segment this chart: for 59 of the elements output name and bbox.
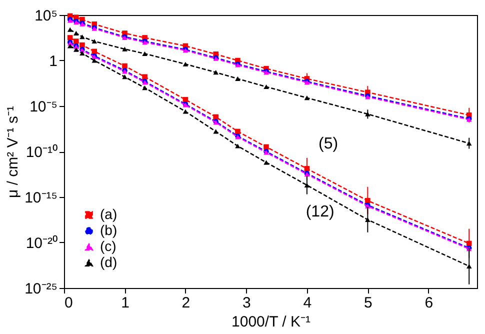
point: [365, 112, 370, 116]
annotation: (12): [306, 204, 334, 221]
legend-label: (b): [100, 222, 118, 238]
y-tick-label: 10⁻²⁵: [24, 280, 58, 298]
point: [142, 74, 148, 80]
point: [142, 51, 148, 56]
point: [304, 166, 310, 172]
x-tick-label: 2: [182, 294, 190, 312]
point: [466, 264, 472, 268]
y-tick-label: 1: [49, 53, 58, 70]
point: [466, 141, 472, 146]
legend-label: (c): [100, 238, 116, 254]
point: [92, 58, 98, 63]
y-tick-label: 10⁻⁵: [30, 98, 58, 116]
point: [304, 182, 310, 188]
point: [67, 27, 73, 32]
x-tick-label: 4: [303, 294, 312, 312]
point: [142, 86, 148, 90]
point: [264, 160, 269, 165]
point: [365, 217, 370, 222]
point: [213, 114, 218, 120]
point: [304, 96, 310, 100]
point: [264, 84, 269, 90]
point: [92, 48, 98, 54]
point: [74, 47, 79, 52]
point: [213, 70, 218, 75]
point: [67, 44, 73, 48]
legend-label: (a): [100, 206, 118, 222]
point: [235, 144, 240, 148]
legend-label: (d): [100, 254, 118, 270]
point: [67, 35, 73, 40]
y-tick-label: 10⁻¹⁵: [24, 190, 58, 206]
point: [80, 34, 85, 40]
y-axis-title: μ / cm² V⁻¹ s⁻¹: [4, 106, 22, 198]
x-tick-label: 0: [64, 294, 73, 312]
x-tick-label: 1: [121, 294, 130, 312]
point: [122, 63, 128, 69]
y-tick-label: 10⁻¹⁰: [26, 144, 58, 161]
x-tick-label: 5: [364, 294, 372, 312]
point: [122, 74, 128, 80]
x-axis-title: 1000/T / K⁻¹: [232, 314, 310, 330]
point: [122, 46, 128, 52]
point: [466, 240, 472, 246]
y-tick-label: 10⁻²⁰: [26, 235, 58, 252]
point: [235, 128, 240, 134]
y-tick-label: 10⁵: [34, 8, 58, 24]
point: [264, 144, 269, 150]
point: [182, 109, 188, 114]
point: [80, 42, 85, 48]
point: [80, 50, 85, 56]
x-tick-label: 3: [242, 294, 251, 312]
x-tick-label: 6: [424, 294, 434, 312]
point: [213, 129, 218, 134]
point: [74, 38, 79, 44]
point: [235, 76, 240, 81]
annotation: (5): [318, 135, 338, 152]
point: [74, 30, 79, 36]
point: [92, 38, 98, 44]
point: [182, 62, 188, 66]
